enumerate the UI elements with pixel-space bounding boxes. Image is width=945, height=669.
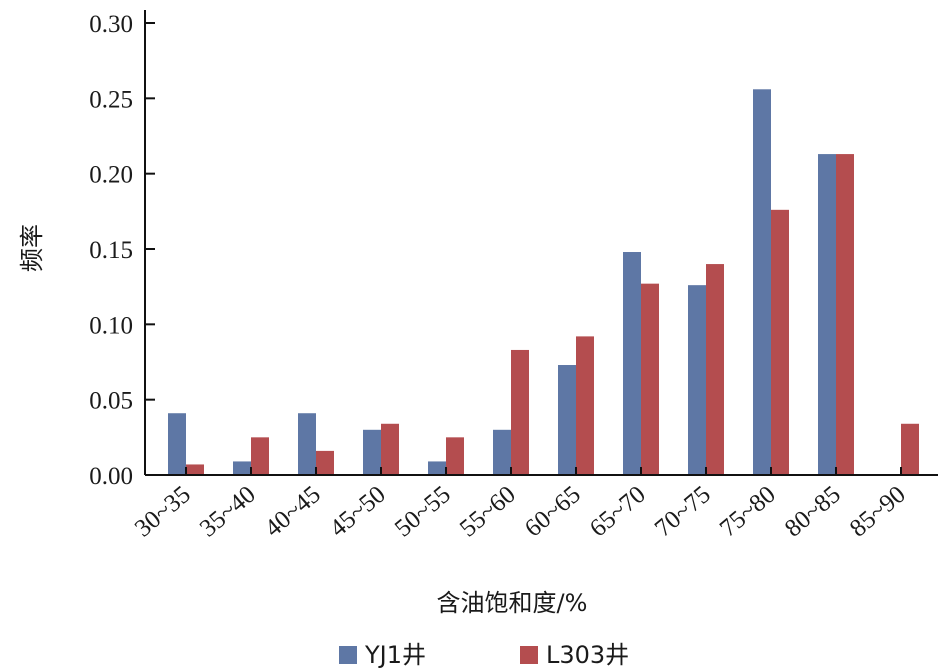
x-tick-label-75~80: 75~80 bbox=[715, 481, 781, 543]
bar-series-1-40~45 bbox=[316, 450, 334, 475]
bar-series-1-45~50 bbox=[381, 423, 399, 475]
x-tick-label-45~50: 45~50 bbox=[325, 481, 391, 543]
bar-series-0-55~60 bbox=[493, 429, 511, 475]
bar-series-0-60~65 bbox=[558, 365, 576, 475]
y-tick-label-0.05: 0.05 bbox=[89, 388, 133, 415]
y-tick-label-0.20: 0.20 bbox=[89, 162, 133, 189]
x-tick-label-65~70: 65~70 bbox=[585, 481, 651, 543]
bar-series-1-70~75 bbox=[706, 264, 724, 475]
bar-series-1-65~70 bbox=[641, 283, 659, 475]
bar-series-1-80~85 bbox=[836, 154, 854, 475]
bar-series-1-60~65 bbox=[576, 336, 594, 475]
legend-swatch-series-1 bbox=[520, 646, 538, 664]
y-tick-label-0.15: 0.15 bbox=[89, 237, 133, 264]
y-tick-label-0.00: 0.00 bbox=[89, 463, 133, 490]
x-tick-label-85~90: 85~90 bbox=[845, 481, 911, 543]
x-tick-label-60~65: 60~65 bbox=[520, 481, 586, 543]
bar-series-1-35~40 bbox=[251, 437, 269, 475]
legend-swatch-series-0 bbox=[339, 646, 357, 664]
bar-series-0-30~35 bbox=[168, 413, 186, 475]
bar-series-0-65~70 bbox=[623, 252, 641, 475]
x-axis-title: 含油饱和度/% bbox=[437, 589, 588, 617]
x-tick-label-40~45: 40~45 bbox=[260, 481, 326, 543]
bars-layer bbox=[168, 89, 919, 475]
x-tick-label-80~85: 80~85 bbox=[780, 481, 846, 543]
bar-series-1-85~90 bbox=[901, 423, 919, 475]
bar-series-0-40~45 bbox=[298, 413, 316, 475]
bar-series-1-30~35 bbox=[186, 464, 204, 475]
bar-series-0-70~75 bbox=[688, 285, 706, 475]
y-tick-label-0.30: 0.30 bbox=[89, 11, 133, 38]
bar-series-1-75~80 bbox=[771, 209, 789, 475]
x-tick-label-55~60: 55~60 bbox=[455, 481, 521, 543]
bar-series-1-50~55 bbox=[446, 437, 464, 475]
x-tick-label-30~35: 30~35 bbox=[130, 481, 196, 543]
y-tick-label-0.10: 0.10 bbox=[89, 312, 133, 339]
legend-label-series-1: L303井 bbox=[546, 641, 629, 669]
legend-label-series-0: YJ1井 bbox=[364, 641, 426, 669]
bar-series-1-55~60 bbox=[511, 349, 529, 475]
bar-series-0-80~85 bbox=[818, 154, 836, 475]
x-tick-label-70~75: 70~75 bbox=[650, 481, 716, 543]
y-axis-title: 频率 bbox=[18, 224, 46, 272]
legend: YJ1井 L303井 bbox=[339, 641, 629, 669]
bar-series-0-75~80 bbox=[753, 89, 771, 475]
x-tick-label-35~40: 35~40 bbox=[195, 481, 261, 543]
bar-series-0-35~40 bbox=[233, 461, 251, 475]
x-tick-label-50~55: 50~55 bbox=[390, 481, 456, 543]
bar-series-0-50~55 bbox=[428, 461, 446, 475]
y-tick-label-0.25: 0.25 bbox=[89, 86, 133, 113]
bar-series-0-45~50 bbox=[363, 429, 381, 475]
